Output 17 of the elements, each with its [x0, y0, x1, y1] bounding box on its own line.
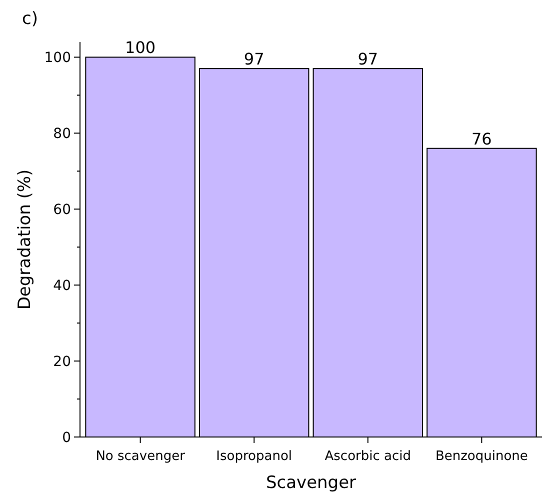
data-label: 97 — [244, 50, 264, 69]
y-axis-title: Degradation (%) — [15, 169, 35, 310]
data-label: 100 — [125, 38, 156, 58]
x-tick-label: No scavenger — [96, 449, 186, 464]
y-tick-label: 80 — [53, 126, 71, 142]
x-tick-label: Benzoquinone — [435, 449, 528, 464]
data-label: 97 — [358, 50, 378, 69]
x-axis-title: Scavenger — [266, 473, 356, 493]
y-tick-label: 60 — [53, 202, 71, 218]
data-label: 76 — [472, 129, 492, 148]
y-tick-label: 20 — [53, 354, 71, 370]
x-tick-label: Isopropanol — [216, 449, 292, 464]
y-tick-label: 100 — [44, 50, 71, 66]
y-tick-label: 40 — [53, 278, 71, 294]
x-tick-label: Ascorbic acid — [324, 449, 412, 464]
y-tick-label: 0 — [62, 430, 71, 446]
chart-title: c) — [22, 9, 38, 29]
